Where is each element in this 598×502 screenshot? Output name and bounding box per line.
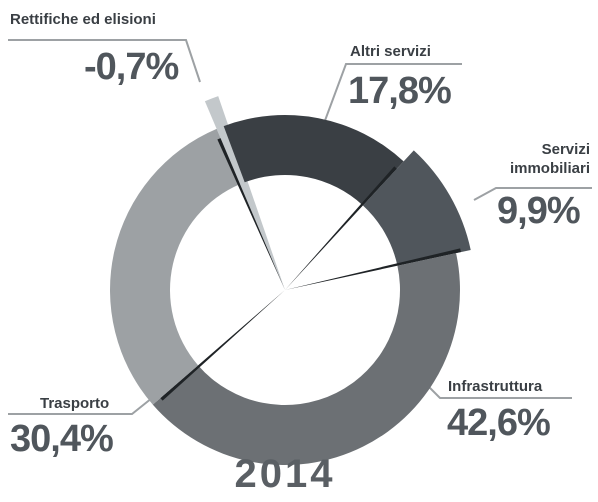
value-label: 42,6% [447,402,551,444]
spoke [217,138,285,290]
donut-segment [204,96,285,290]
donut-segment [223,115,404,206]
category-label: Trasporto [40,395,110,412]
spoke [285,248,461,290]
spoke [160,290,285,401]
chart-title: 2014 [234,452,336,496]
category-label: Servizi immobiliari [509,141,590,177]
value-label: 9,9% [497,190,581,232]
value-label: -0,7% [84,46,179,88]
leader-line [8,39,201,83]
donut-segment [110,128,241,405]
leader-line [319,63,462,135]
category-label: Infrastruttura [448,378,543,395]
value-label: 17,8% [348,70,452,112]
category-label: Altri servizi [350,43,431,60]
leader-line [473,187,592,201]
category-label: Rettifiche ed elisioni [10,11,156,28]
spoke [285,166,397,290]
donut-segment [362,150,471,266]
leader-lines [8,39,592,415]
donut-segment [152,253,461,466]
value-label: 30,4% [10,418,114,460]
leader-line [8,397,153,415]
